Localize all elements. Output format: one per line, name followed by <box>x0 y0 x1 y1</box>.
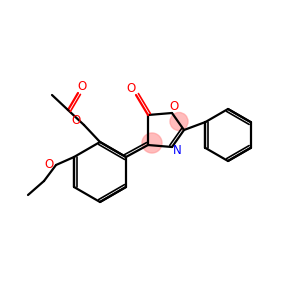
Text: O: O <box>77 80 87 92</box>
Text: O: O <box>71 113 81 127</box>
Circle shape <box>142 133 162 153</box>
Text: O: O <box>44 158 54 170</box>
Text: N: N <box>172 145 182 158</box>
Text: O: O <box>169 100 178 112</box>
Circle shape <box>170 112 188 130</box>
Text: O: O <box>126 82 136 94</box>
